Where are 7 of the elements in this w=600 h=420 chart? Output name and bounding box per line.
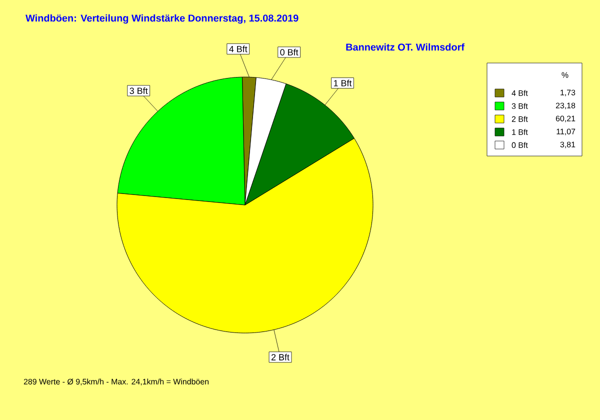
slice-label: 4 Bft [229,46,248,52]
slice-label: 3 Bft [130,87,148,94]
slice-label: 0 Bft [280,48,298,56]
slice-label: 1 Bft [334,80,352,86]
slice-label: 2 Bft [272,354,290,360]
chart-subtitle: Bannewitz OT. Wilmsdorf [346,43,465,51]
chart-title: Windböen: Verteilung Windstärke Donnerstag, 15.08.2019 [26,14,298,24]
